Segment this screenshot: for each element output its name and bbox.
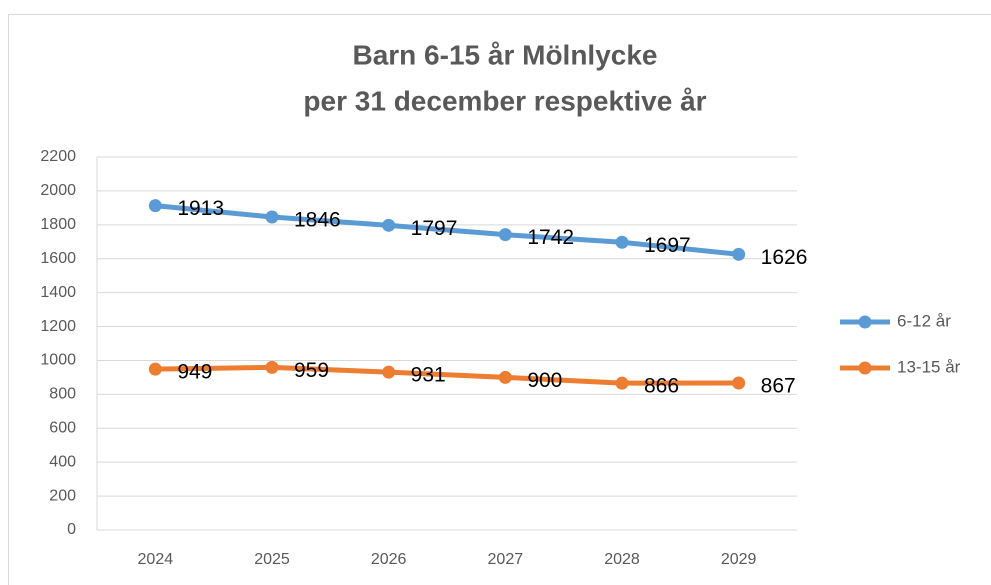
y-tick-label: 1400 (40, 284, 76, 301)
data-point (265, 210, 279, 224)
data-label: 1797 (411, 217, 458, 240)
x-tick-label: 2026 (371, 551, 407, 568)
data-label: 959 (294, 359, 329, 382)
legend-label: 6-12 år (897, 311, 951, 330)
data-label: 867 (761, 375, 796, 398)
x-tick-label: 2029 (721, 551, 757, 568)
x-tick-label: 2025 (254, 551, 290, 568)
data-point (148, 199, 162, 213)
y-tick-label: 600 (49, 419, 76, 436)
data-point (382, 218, 396, 232)
data-point (732, 247, 746, 261)
data-point (382, 365, 396, 379)
y-tick-label: 1200 (40, 318, 76, 335)
data-point (498, 228, 512, 242)
y-tick-label: 2000 (40, 182, 76, 199)
y-tick-label: 400 (49, 453, 76, 470)
data-point (265, 360, 279, 374)
legend-marker (858, 315, 872, 329)
data-label: 1697 (644, 234, 691, 257)
data-label: 900 (527, 369, 562, 392)
series-line (155, 203, 739, 257)
chart-title: Barn 6-15 år Mölnlycke (352, 39, 657, 70)
x-tick-label: 2024 (138, 551, 174, 568)
data-label: 1626 (761, 246, 808, 269)
x-tick-label: 2028 (604, 551, 640, 568)
data-label: 931 (411, 364, 446, 387)
data-label: 1846 (294, 209, 341, 232)
y-tick-label: 200 (49, 487, 76, 504)
y-tick-label: 1800 (40, 216, 76, 233)
y-tick-label: 1000 (40, 352, 76, 369)
y-tick-label: 800 (49, 386, 76, 403)
data-label: 949 (177, 361, 212, 384)
legend-label: 13-15 år (897, 357, 961, 376)
y-tick-label: 2200 (40, 148, 76, 165)
data-point (148, 362, 162, 376)
data-point (498, 370, 512, 384)
series-line (155, 364, 739, 386)
data-point (732, 376, 746, 390)
data-point (615, 235, 629, 249)
data-point (615, 376, 629, 390)
data-label: 1742 (527, 226, 574, 249)
legend-marker (858, 361, 872, 375)
y-tick-label: 1600 (40, 250, 76, 267)
chart-border (8, 14, 991, 585)
x-tick-label: 2027 (488, 551, 524, 568)
data-label: 1913 (177, 197, 224, 220)
data-label: 866 (644, 375, 679, 398)
chart-title: per 31 december respektive år (303, 85, 706, 116)
y-tick-label: 0 (67, 521, 76, 538)
